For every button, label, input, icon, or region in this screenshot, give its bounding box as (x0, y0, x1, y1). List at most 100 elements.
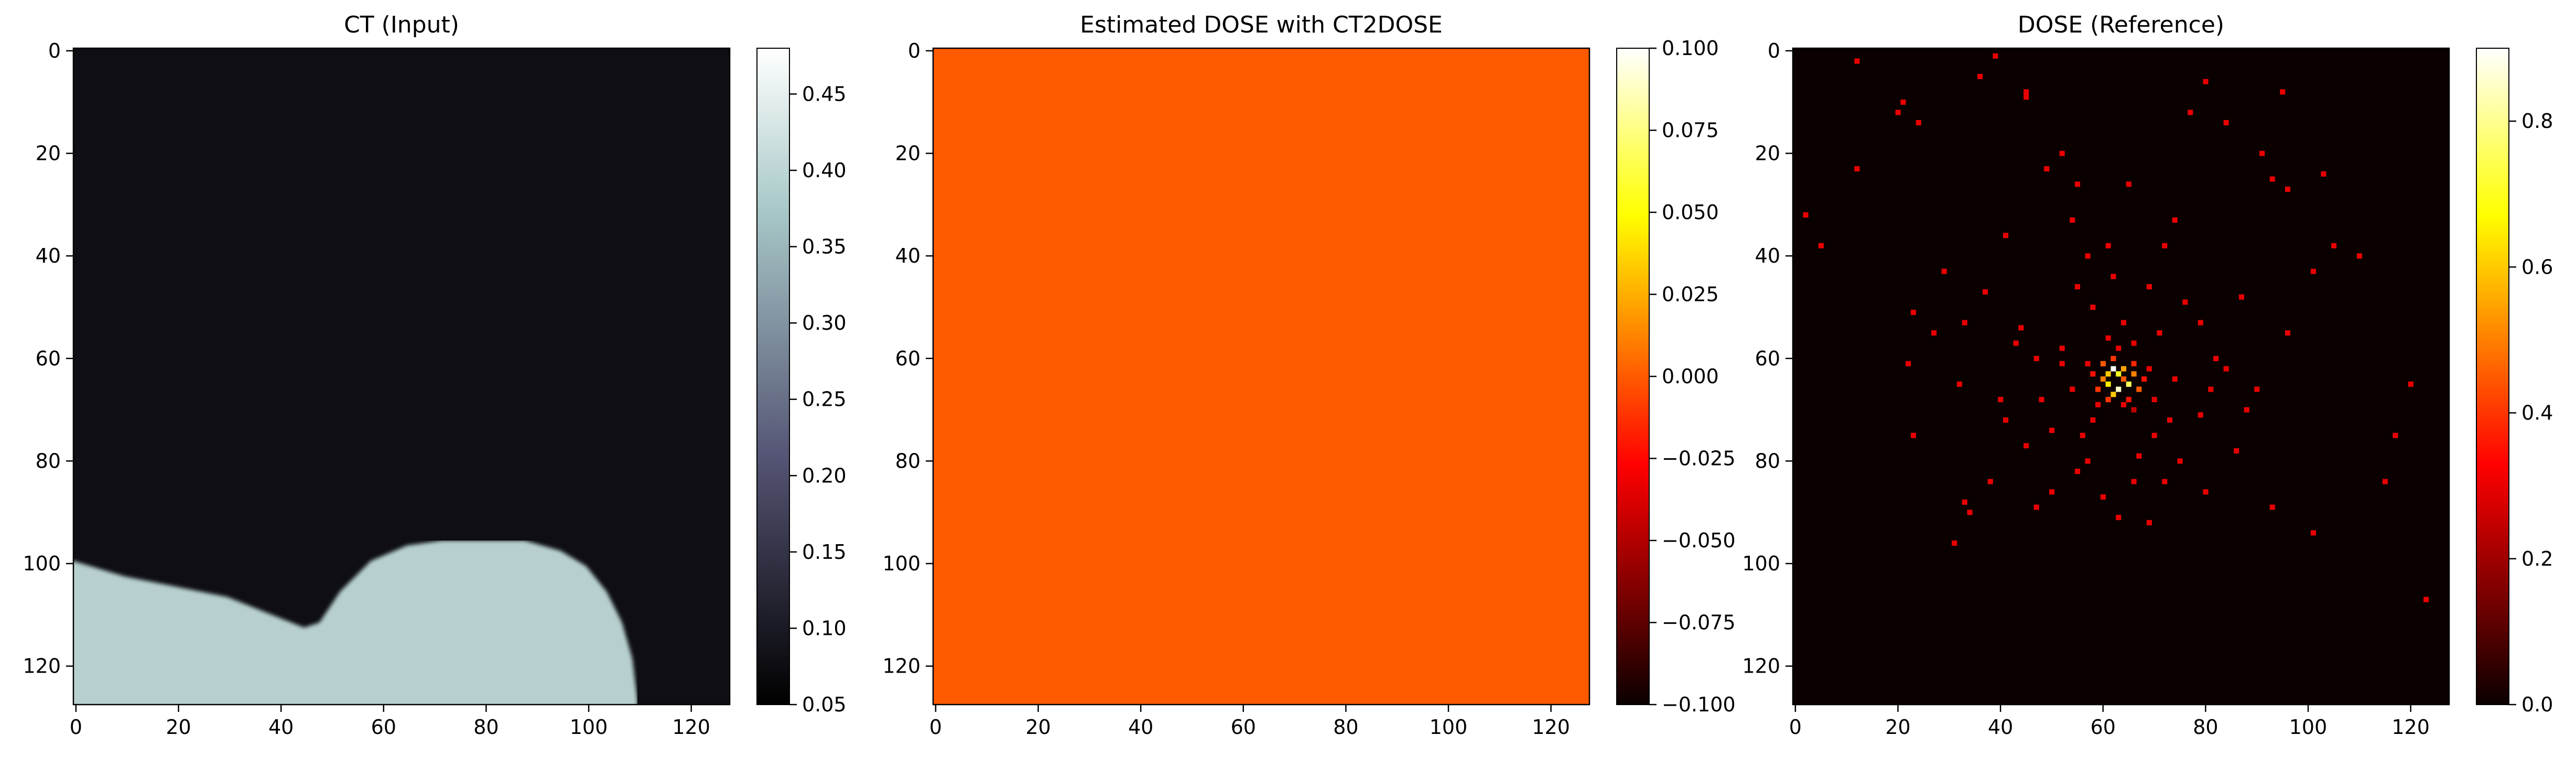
reference-dose-hotspot-pixel (2131, 371, 2137, 377)
reference-dose-scatter-pixel (2033, 504, 2039, 510)
reference-dose-scatter-pixel (1818, 243, 1824, 248)
reference-dose-hotspot-pixel (2095, 386, 2101, 392)
reference-dose-scatter-pixel (2146, 520, 2152, 525)
reference-dose-scatter-pixel (2018, 325, 2024, 331)
reference-dose-scatter-pixel (2049, 427, 2055, 433)
reference-dose-hotspot-pixel (2090, 371, 2096, 377)
ct-x-tick-label: 20 (166, 716, 191, 739)
reference-dose-scatter-pixel (2182, 299, 2188, 305)
estimated-dose-x-tick-label: 100 (1430, 716, 1468, 739)
ct-colorbar-tick-label: 0.25 (802, 388, 847, 411)
estimated-dose-x-tick-label: 0 (929, 716, 942, 739)
reference-dose-scatter-pixel (2116, 515, 2122, 521)
reference-dose-scatter-pixel (2423, 597, 2429, 602)
reference-dose-scatter-pixel (2070, 217, 2075, 223)
ct-x-tick-label: 40 (268, 716, 294, 739)
reference-dose-hotspot-pixel (2126, 381, 2131, 387)
reference-dose-scatter-pixel (2085, 458, 2091, 464)
reference-dose-hotspot-pixel (2110, 392, 2116, 397)
reference-dose-scatter-pixel (2080, 432, 2085, 438)
ct-colorbar-tick-label: 0.35 (802, 235, 847, 258)
reference-dose-scatter-pixel (2105, 335, 2111, 341)
reference-dose-scatter-pixel (2269, 176, 2275, 182)
reference-dose-panel: DOSE (Reference) 0 20 40 60 80 100 120 0 20 40 60… (1742, 12, 2553, 739)
reference-dose-y-tick-label: 100 (1742, 552, 1780, 575)
reference-dose-scatter-pixel (2039, 397, 2044, 403)
reference-dose-scatter-pixel (2121, 320, 2127, 326)
reference-dose-scatter-pixel (2208, 386, 2214, 392)
reference-dose-hotspot-pixel (2100, 376, 2106, 382)
reference-dose-scatter-pixel (2059, 345, 2065, 351)
reference-dose-scatter-pixel (2280, 89, 2286, 95)
reference-dose-x-tick-label: 40 (1988, 716, 2013, 739)
reference-dose-scatter-pixel (2223, 366, 2229, 372)
ct-x-tick-label: 100 (570, 716, 608, 739)
reference-dose-y-tick-label: 40 (1755, 244, 1780, 267)
ct-x-tick-label: 80 (473, 716, 499, 739)
estimated-dose-colorbar-tick-label: 0.050 (1662, 201, 1719, 224)
reference-dose-hotspot-pixel (2110, 355, 2116, 361)
reference-dose-scatter-pixel (2203, 489, 2209, 495)
estimated-dose-colorbar-tick-label: −0.100 (1662, 693, 1736, 716)
reference-dose-scatter-pixel (2188, 110, 2193, 115)
reference-dose-scatter-pixel (1854, 166, 1860, 172)
ct-panel-title: CT (Input) (344, 12, 459, 38)
reference-dose-scatter-pixel (1977, 73, 1983, 79)
reference-dose-scatter-pixel (2172, 217, 2178, 223)
reference-dose-y-axis: 0 20 40 60 80 100 120 (1742, 39, 1793, 678)
estimated-dose-colorbar-tick-label: 0.075 (1662, 119, 1719, 142)
reference-dose-scatter-pixel (1906, 361, 1911, 366)
reference-dose-x-tick-label: 120 (2391, 716, 2430, 739)
reference-dose-colorbar-axis: 0.0 0.2 0.4 0.6 0.8 (2509, 110, 2553, 716)
reference-dose-y-tick-label: 20 (1755, 142, 1780, 165)
ct-bright-region (73, 540, 637, 705)
reference-dose-scatter-pixel (2049, 489, 2055, 495)
reference-dose-scatter-pixel (1910, 309, 1917, 315)
reference-dose-scatter-pixel (2131, 340, 2137, 346)
reference-dose-scatter-pixel (2162, 243, 2168, 248)
reference-dose-x-tick-label: 60 (2091, 716, 2116, 739)
reference-dose-scatter-pixel (2393, 432, 2398, 438)
reference-dose-scatter-pixel (1998, 397, 2004, 403)
ct-y-tick-label: 80 (36, 449, 61, 472)
reference-dose-scatter-pixel (2285, 330, 2291, 336)
reference-dose-scatter-pixel (2172, 376, 2178, 382)
reference-dose-hotspot-pixel (2085, 361, 2091, 366)
reference-dose-scatter-pixel (1993, 53, 1998, 59)
reference-dose-scatter-pixel (2023, 443, 2029, 449)
reference-dose-scatter-pixel (2085, 253, 2091, 259)
reference-dose-scatter-pixel (2023, 94, 2029, 100)
reference-dose-scatter-pixel (1910, 432, 1917, 438)
ct-y-tick-label: 60 (36, 347, 61, 370)
reference-dose-scatter-pixel (1952, 540, 1957, 546)
reference-dose-scatter-pixel (2074, 284, 2081, 290)
reference-dose-hotspot-pixel (2141, 376, 2147, 382)
reference-dose-scatter-pixel (2203, 79, 2209, 84)
reference-dose-scatter-pixel (2131, 479, 2137, 484)
reference-dose-scatter-pixel (2213, 355, 2219, 361)
ct-y-tick-label: 0 (48, 39, 61, 62)
reference-dose-scatter-pixel (2003, 417, 2009, 423)
reference-dose-scatter-pixel (1962, 499, 1967, 505)
reference-dose-hotspot-pixel (2095, 402, 2101, 407)
estimated-dose-image (933, 48, 1589, 705)
reference-dose-x-tick-label: 20 (1885, 716, 1910, 739)
ct-y-tick-label: 120 (23, 655, 61, 678)
estimated-dose-colorbar-tick-label: −0.075 (1662, 611, 1736, 634)
estimated-dose-x-tick-label: 120 (1532, 716, 1570, 739)
reference-dose-scatter-pixel (2136, 453, 2142, 459)
reference-dose-scatter-pixel (2013, 340, 2019, 346)
reference-dose-scatter-pixel (1854, 58, 1860, 64)
estimated-dose-colorbar (1617, 48, 1649, 705)
ct-colorbar-axis: 0.05 0.10 0.15 0.20 0.25 0.30 0.35 0.40 0.45 (789, 82, 847, 716)
reference-dose-scatter-pixel (2198, 412, 2203, 418)
reference-dose-scatter-pixel (2167, 417, 2173, 423)
reference-dose-colorbar-tick-label: 0.4 (2521, 402, 2553, 425)
estimated-dose-y-tick-label: 60 (895, 347, 921, 370)
ct-colorbar-tick-label: 0.05 (802, 693, 847, 716)
ct-colorbar (757, 48, 789, 705)
estimated-dose-y-axis: 0 20 40 60 80 100 120 (882, 39, 933, 678)
reference-dose-plot-frame (1792, 47, 2450, 706)
reference-dose-panel-title: DOSE (Reference) (2018, 12, 2224, 38)
reference-dose-hotspot-pixel (2105, 397, 2111, 403)
